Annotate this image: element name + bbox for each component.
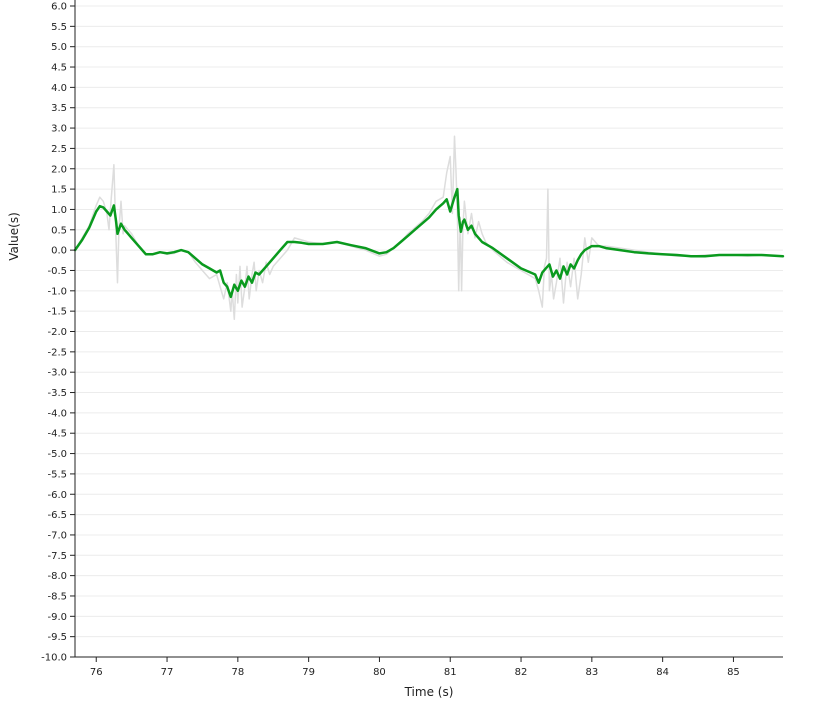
y-tick-label: -9.5 <box>47 632 67 643</box>
y-tick-label: 5.5 <box>51 22 67 33</box>
x-axis-title: Time (s) <box>404 685 454 699</box>
y-tick-label: -2.0 <box>47 327 67 338</box>
y-axis-ticks: 6.0 5.5 5.0 4.5 4.0 3.5 3.0 2.5 2.0 1.5 1.0 0.5 0.0 -… <box>41 2 75 664</box>
x-axis-ticks: 76 77 78 79 80 81 82 83 84 85 <box>90 657 740 678</box>
x-tick-label: 84 <box>656 667 669 678</box>
y-tick-label: 2.0 <box>51 164 67 175</box>
y-tick-label: -2.5 <box>47 347 67 358</box>
y-tick-label: -3.5 <box>47 388 67 399</box>
y-tick-label: -10.0 <box>41 653 67 664</box>
y-tick-label: 4.5 <box>51 63 67 74</box>
y-tick-label: -5.5 <box>47 469 67 480</box>
x-tick-label: 85 <box>727 667 740 678</box>
x-tick-label: 81 <box>444 667 457 678</box>
x-tick-label: 83 <box>585 667 598 678</box>
y-tick-label: 3.5 <box>51 103 67 114</box>
series-line-1 <box>74 135 784 321</box>
y-tick-label: -0.5 <box>47 266 67 277</box>
y-tick-label: 0.0 <box>51 246 67 257</box>
x-tick-label: 77 <box>161 667 174 678</box>
y-tick-label: -1.5 <box>47 307 67 318</box>
x-tick-label: 82 <box>515 667 528 678</box>
y-tick-label: 2.5 <box>51 144 67 155</box>
y-tick-label: -7.5 <box>47 551 67 562</box>
series-layer <box>73 135 785 321</box>
y-tick-label: 3.0 <box>51 124 67 135</box>
x-tick-label: 80 <box>373 667 386 678</box>
y-axis-title: Value(s) <box>7 212 21 261</box>
x-tick-label: 76 <box>90 667 103 678</box>
y-tick-label: -3.0 <box>47 368 67 379</box>
y-tick-label: 4.0 <box>51 83 67 94</box>
x-tick-label: 79 <box>302 667 315 678</box>
y-tick-label: -6.0 <box>47 490 67 501</box>
y-tick-label: -8.0 <box>47 571 67 582</box>
y-tick-label: -6.5 <box>47 510 67 521</box>
y-tick-label: 6.0 <box>51 2 67 13</box>
x-tick-label: 78 <box>231 667 244 678</box>
y-tick-label: -7.0 <box>47 530 67 541</box>
y-tick-label: -1.0 <box>47 286 67 297</box>
y-tick-label: -8.5 <box>47 591 67 602</box>
series-line-2 <box>73 187 785 299</box>
y-tick-label: 1.0 <box>51 205 67 216</box>
y-tick-label: -5.0 <box>47 449 67 460</box>
y-tick-label: 5.0 <box>51 42 67 53</box>
y-tick-label: 1.5 <box>51 185 67 196</box>
y-tick-label: -9.0 <box>47 612 67 623</box>
y-tick-label: -4.0 <box>47 408 67 419</box>
grid-lines <box>75 5 783 658</box>
y-tick-label: -4.5 <box>47 429 67 440</box>
y-tick-label: 0.5 <box>51 225 67 236</box>
